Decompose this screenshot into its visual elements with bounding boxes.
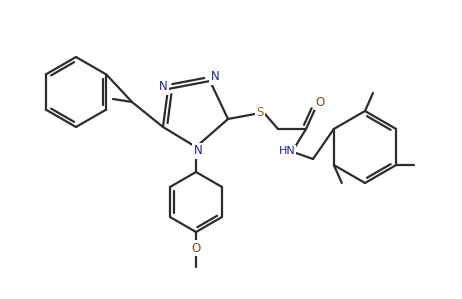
- Text: O: O: [191, 242, 201, 254]
- Text: HN: HN: [279, 146, 295, 156]
- Text: N: N: [158, 80, 167, 94]
- Text: N: N: [211, 71, 219, 83]
- Text: S: S: [256, 106, 264, 118]
- Text: O: O: [316, 95, 325, 109]
- Text: N: N: [194, 144, 202, 158]
